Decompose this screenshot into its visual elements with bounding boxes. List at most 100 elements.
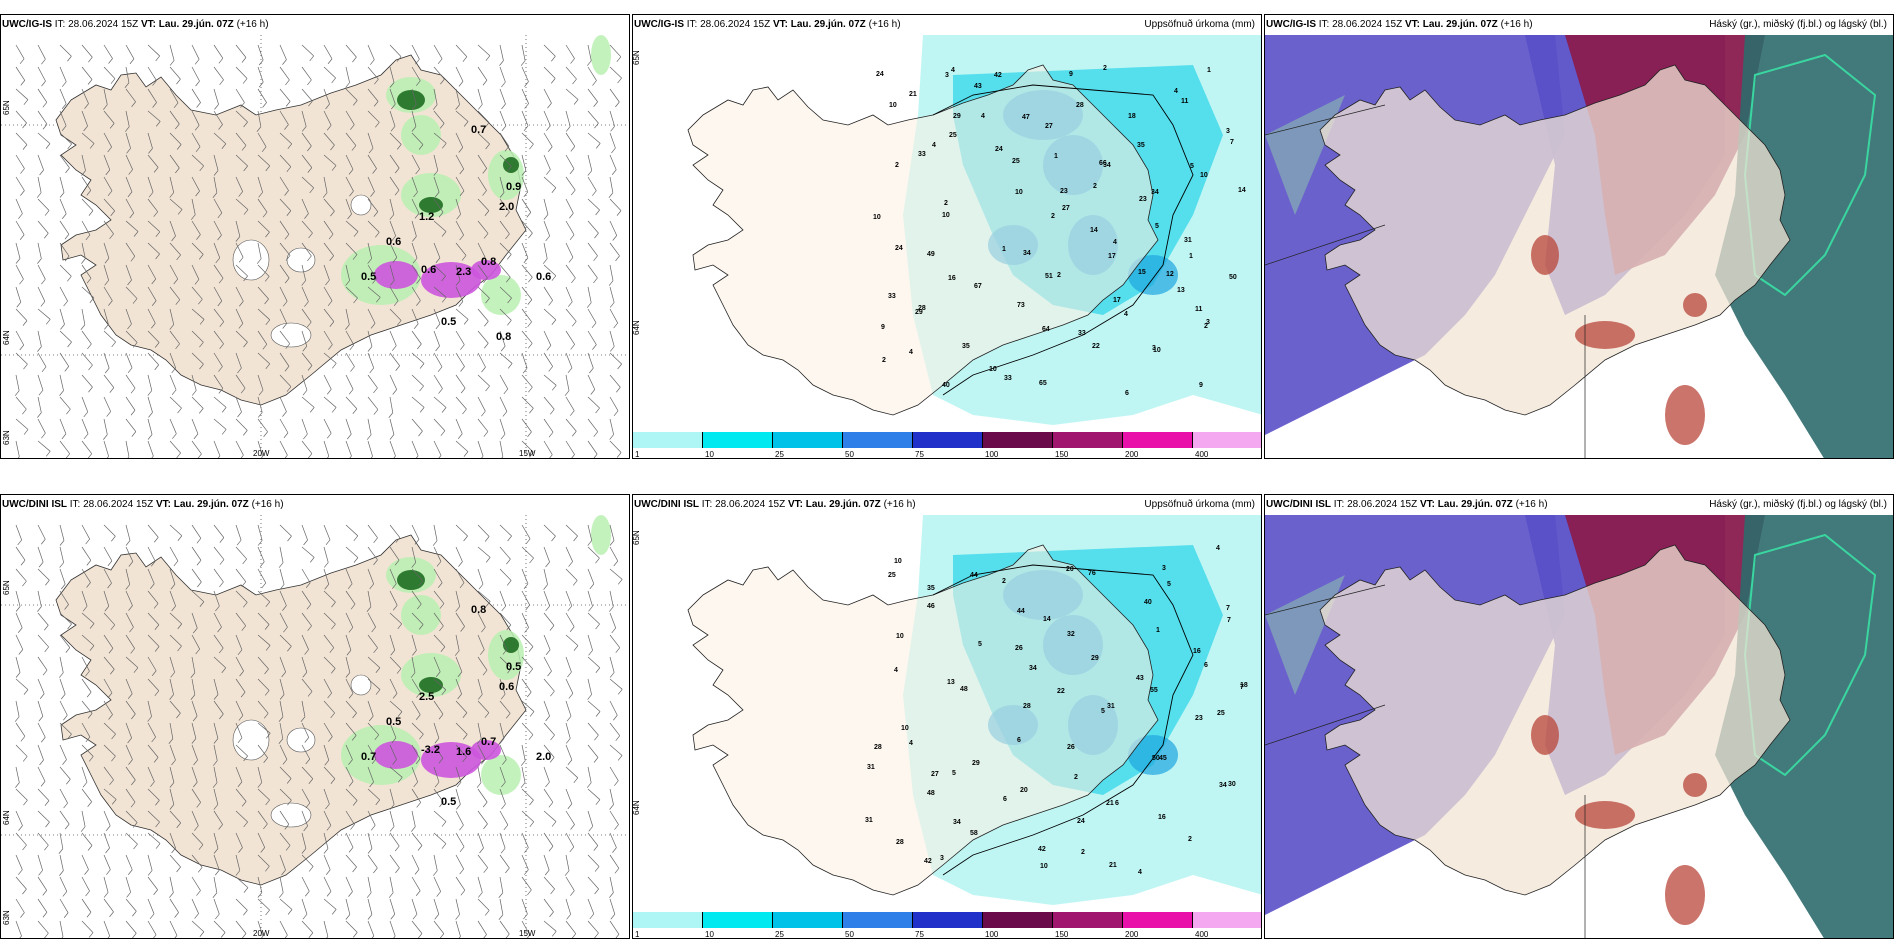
snow-patch (374, 261, 418, 289)
wind-barb (499, 634, 508, 655)
wind-barb (191, 88, 201, 108)
wind-barb (565, 242, 574, 263)
wind-barb (587, 788, 601, 805)
iceland-land (1319, 544, 1791, 896)
precip-contour (932, 84, 1194, 396)
wind-barb (213, 44, 224, 64)
wind-barb (455, 44, 468, 62)
wind-barb (433, 308, 441, 330)
wind-barb (345, 176, 354, 197)
wind-barb (125, 220, 139, 237)
wind-barb (565, 286, 573, 307)
precip-value-label: 4 (909, 740, 913, 747)
wind-barb (389, 198, 395, 220)
wind-barb (323, 832, 329, 854)
wind-barb (521, 524, 531, 545)
precip-value-label: 4 (1113, 239, 1117, 246)
wind-barb (366, 876, 372, 898)
wind-barb (213, 396, 227, 413)
wind-barb (279, 810, 290, 830)
wind-barb (587, 264, 598, 284)
wind-barb (411, 524, 420, 545)
wind-barb (103, 524, 116, 542)
wind-barb (389, 568, 397, 589)
precip-value-label: 13 (1177, 287, 1185, 294)
wind-barb (125, 766, 136, 786)
wind-barb (213, 88, 219, 110)
iceland-map: 0.8 2.5 0.5 0.6 0.5 0.7 -3.2 0.7 1.6 2.0 0.5 (1, 515, 629, 938)
wind-barb (279, 220, 290, 240)
wind-barb (323, 920, 329, 938)
wind-barb (81, 242, 86, 264)
wind-barb (235, 810, 248, 828)
wind-barb (587, 154, 593, 176)
wind-barb (543, 876, 555, 895)
wind-barb (367, 634, 378, 654)
wind-barb (37, 700, 44, 722)
wind-barb (213, 590, 220, 612)
wind-barb (257, 352, 271, 370)
wind-barb (345, 418, 352, 440)
wind-barb (147, 44, 160, 62)
wind-barb (455, 810, 464, 831)
wind-barb (191, 418, 199, 440)
precip-value-label: 2 (882, 357, 886, 364)
wind-barb (433, 590, 445, 609)
colorbar-tick-label: 1 (635, 450, 640, 459)
wind-barb (609, 374, 621, 393)
precip-value-label: 17 (1108, 253, 1116, 260)
wind-barb (59, 810, 70, 830)
wind-barb (125, 788, 136, 808)
wind-barb (279, 524, 292, 542)
wind-barb (191, 44, 200, 65)
wind-barb (213, 286, 223, 307)
wind-barb (191, 766, 198, 788)
wind-barb (279, 242, 291, 261)
precip-value-label: 48 (927, 790, 935, 797)
wind-barb (542, 242, 548, 264)
wind-barb (323, 198, 335, 217)
wind-barb (235, 418, 248, 436)
wind-barb (191, 722, 197, 744)
panel-title: UWC/IG-IS IT: 28.06.2024 15Z VT: Lau. 29… (634, 19, 901, 30)
wind-barb (609, 832, 617, 853)
wind-barb (609, 744, 623, 761)
colorbar-segment (1053, 432, 1123, 448)
wind-barb (235, 612, 247, 631)
wind-barb (345, 832, 354, 853)
precip-value-label: 34 (953, 819, 961, 826)
wind-barb (278, 546, 284, 568)
wind-barb (521, 374, 533, 393)
wind-barb (389, 656, 402, 674)
wind-barb (543, 308, 557, 325)
wind-barb (345, 396, 358, 414)
wind-barb (301, 634, 309, 655)
wind-barb (521, 330, 533, 349)
wind-barb (411, 568, 424, 587)
wind-barb (212, 744, 218, 766)
wind-barb (257, 656, 269, 675)
wind-barb (587, 110, 599, 129)
wind-barb (345, 568, 353, 590)
wind-barb (256, 242, 262, 264)
wind-barb (609, 656, 615, 678)
wind-barb (15, 788, 28, 806)
wind-barb (564, 854, 570, 876)
wind-barb (81, 396, 89, 418)
wind-barb (81, 330, 92, 350)
wind-barb (389, 220, 397, 242)
wind-barb (125, 876, 132, 898)
wind-barb (147, 876, 158, 895)
wind-barb (301, 832, 307, 854)
precip-value-label: 2 (1204, 323, 1208, 330)
colorbar-tick-label: 10 (705, 450, 714, 459)
wind-barb (565, 612, 575, 632)
wind-barb (609, 920, 620, 938)
wind-barb (125, 612, 134, 633)
wind-barb (125, 44, 135, 65)
wind-barb (235, 44, 247, 63)
precip-value-label: 0.6 (536, 271, 551, 283)
wind-barb (103, 546, 113, 567)
wind-barb (521, 154, 527, 176)
wind-barb (257, 568, 267, 589)
